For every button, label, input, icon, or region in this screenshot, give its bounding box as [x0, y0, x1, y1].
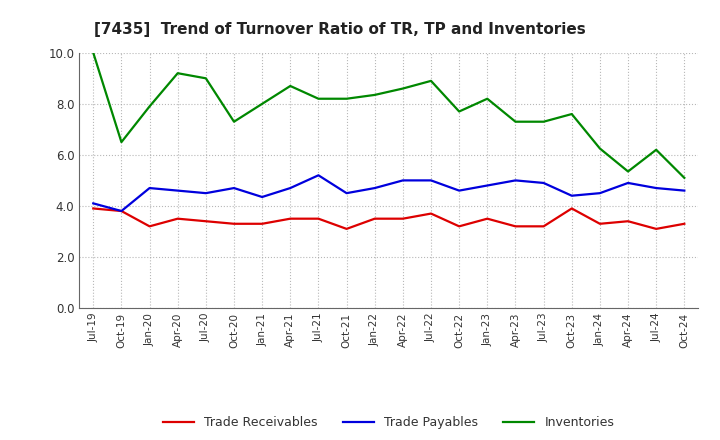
Trade Payables	[624, 180, 632, 186]
Inventories	[202, 76, 210, 81]
Trade Payables	[89, 201, 98, 206]
Trade Receivables	[399, 216, 408, 221]
Line: Trade Receivables: Trade Receivables	[94, 209, 684, 229]
Trade Receivables	[595, 221, 604, 227]
Inventories	[342, 96, 351, 101]
Trade Payables	[342, 191, 351, 196]
Trade Payables	[145, 185, 154, 191]
Trade Receivables	[680, 221, 688, 227]
Trade Receivables	[314, 216, 323, 221]
Trade Receivables	[652, 226, 660, 231]
Trade Receivables	[202, 219, 210, 224]
Inventories	[595, 146, 604, 151]
Line: Trade Payables: Trade Payables	[94, 175, 684, 211]
Trade Receivables	[89, 206, 98, 211]
Inventories	[258, 101, 266, 106]
Trade Payables	[595, 191, 604, 196]
Trade Payables	[399, 178, 408, 183]
Trade Receivables	[145, 224, 154, 229]
Trade Payables	[427, 178, 436, 183]
Inventories	[117, 139, 126, 145]
Trade Receivables	[483, 216, 492, 221]
Trade Payables	[202, 191, 210, 196]
Inventories	[145, 104, 154, 109]
Trade Receivables	[117, 209, 126, 214]
Trade Payables	[370, 185, 379, 191]
Trade Receivables	[286, 216, 294, 221]
Trade Receivables	[427, 211, 436, 216]
Inventories	[680, 175, 688, 180]
Inventories	[230, 119, 238, 125]
Inventories	[174, 70, 182, 76]
Trade Receivables	[370, 216, 379, 221]
Trade Payables	[483, 183, 492, 188]
Trade Receivables	[455, 224, 464, 229]
Trade Receivables	[539, 224, 548, 229]
Trade Receivables	[174, 216, 182, 221]
Trade Payables	[230, 185, 238, 191]
Text: [7435]  Trend of Turnover Ratio of TR, TP and Inventories: [7435] Trend of Turnover Ratio of TR, TP…	[94, 22, 585, 37]
Trade Receivables	[258, 221, 266, 227]
Inventories	[427, 78, 436, 84]
Trade Payables	[539, 180, 548, 186]
Inventories	[89, 50, 98, 55]
Trade Payables	[680, 188, 688, 193]
Trade Payables	[286, 185, 294, 191]
Trade Payables	[174, 188, 182, 193]
Inventories	[286, 83, 294, 88]
Inventories	[624, 169, 632, 174]
Trade Payables	[455, 188, 464, 193]
Trade Receivables	[624, 219, 632, 224]
Inventories	[399, 86, 408, 91]
Inventories	[455, 109, 464, 114]
Trade Receivables	[567, 206, 576, 211]
Inventories	[567, 111, 576, 117]
Inventories	[652, 147, 660, 152]
Line: Inventories: Inventories	[94, 53, 684, 178]
Trade Payables	[258, 194, 266, 200]
Trade Payables	[314, 172, 323, 178]
Inventories	[314, 96, 323, 101]
Trade Receivables	[511, 224, 520, 229]
Trade Payables	[511, 178, 520, 183]
Trade Payables	[652, 185, 660, 191]
Trade Payables	[567, 193, 576, 198]
Inventories	[539, 119, 548, 125]
Trade Payables	[117, 209, 126, 214]
Trade Receivables	[342, 226, 351, 231]
Inventories	[511, 119, 520, 125]
Inventories	[483, 96, 492, 101]
Trade Receivables	[230, 221, 238, 227]
Inventories	[370, 92, 379, 98]
Legend: Trade Receivables, Trade Payables, Inventories: Trade Receivables, Trade Payables, Inven…	[158, 411, 619, 434]
